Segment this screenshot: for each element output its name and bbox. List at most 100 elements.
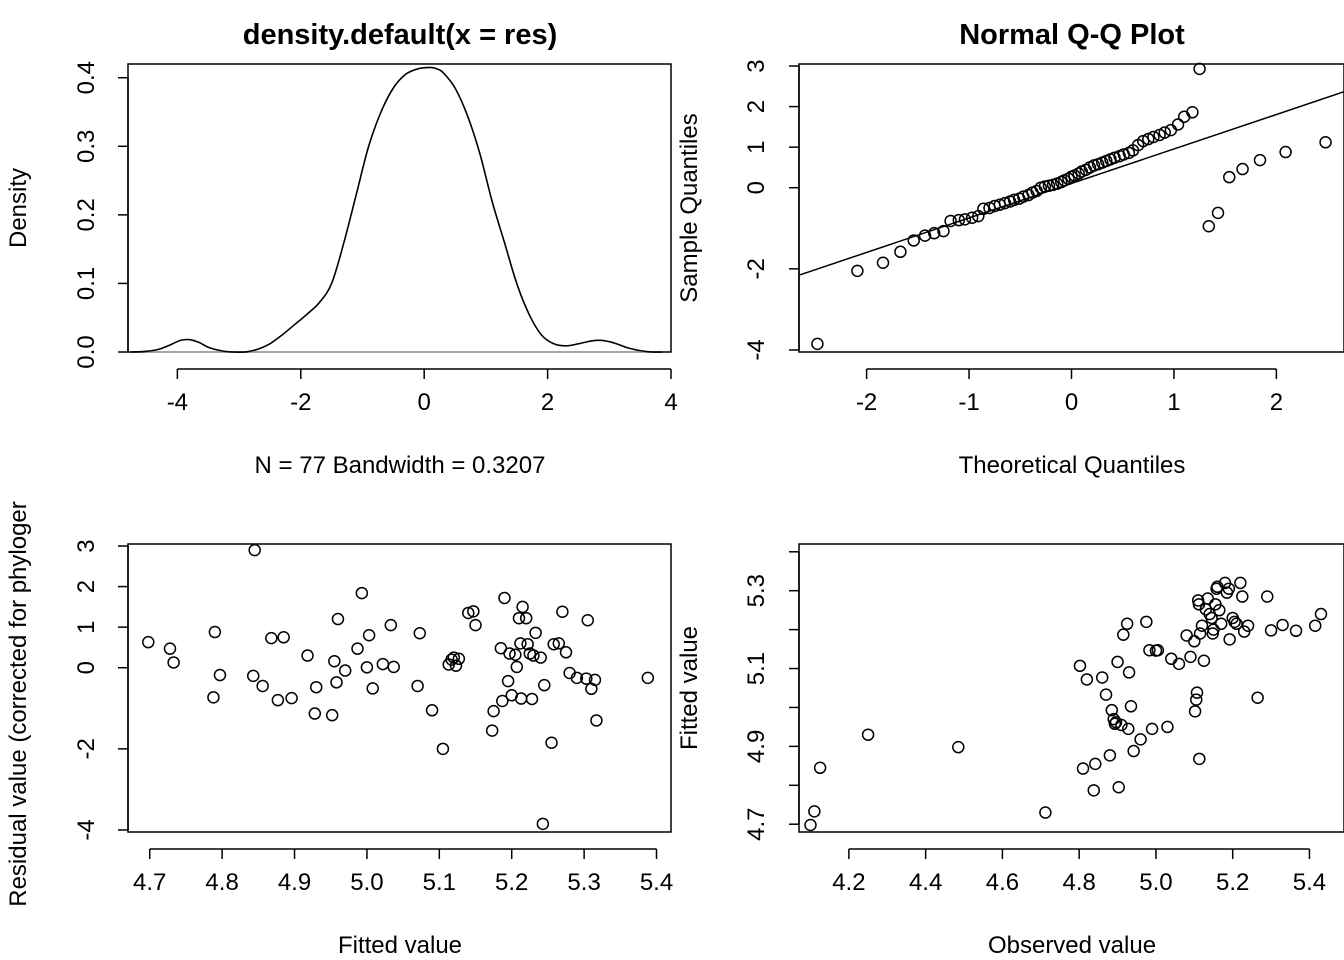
residual-point [256,679,269,693]
qq-point [1253,153,1267,167]
residual-y-tick-label: 3 [73,539,100,552]
obsfit-x-tick-label: 5.4 [1293,869,1326,896]
residual-y-tick-label: -2 [73,738,100,759]
residual-point [271,693,285,707]
obsfit-point [1161,720,1174,734]
obsfit-point [1188,635,1201,648]
obsfit-plot-frame [798,543,1344,833]
residual-point [309,680,323,694]
obsfit-point [1111,655,1124,669]
qq-y-label: Sample Quantiles [676,113,703,302]
density-y-tick-label: 0.3 [73,130,100,163]
obsfit-point [1276,618,1289,632]
qq-point [1211,206,1225,220]
residual-point [384,618,398,632]
residual-point [545,736,558,750]
residual-point [362,629,376,642]
obsfit-point [1234,576,1247,590]
obsfit-point [1143,643,1156,657]
residual-point [496,694,509,708]
residual-point [331,612,345,626]
qq-y-tick-label: 2 [743,100,770,113]
obsfit-y-tick-label: 5.1 [743,652,770,685]
density-x-tick-label: 4 [664,389,677,416]
density-x-tick-label: 2 [541,389,554,416]
obsfit-point [808,805,821,818]
residual-point [436,742,450,756]
obsfit-point [1120,617,1134,631]
qq-point [1147,130,1160,144]
residual-point [512,611,526,625]
residual-point [265,631,278,645]
residual-point [556,605,569,618]
residual-point [538,678,551,692]
density-curve [130,66,663,354]
residual-point [552,637,566,650]
obsfit-point [804,818,817,832]
obsfit-point [1205,611,1218,625]
obsfit-x-tick-label: 5.2 [1216,869,1249,896]
residual-point [527,649,540,662]
density-y-tick-label: 0.1 [73,267,100,300]
obsfit-point [1099,688,1113,701]
residual-point [285,691,298,705]
obsfit-y-tick-label: 4.7 [743,808,770,841]
residual-point [449,659,463,672]
residual-point [514,637,527,650]
residual-point [163,642,177,655]
residual-point [536,817,550,831]
residual-point [325,708,339,722]
qq-point [918,229,932,242]
qq-marks: -2 -1 0 1 2 -4 -2 0 1 2 3 [743,59,1344,416]
residual-point [366,682,379,695]
residual-point [351,642,364,655]
residual-point [467,605,480,618]
qq-x-tick-label: 1 [1167,389,1180,416]
qq-point [1223,170,1236,184]
obsfit-x-label: Observed value [988,932,1156,959]
residual-x-tick-label: 5.3 [567,869,600,896]
residual-point [387,660,400,674]
density-marks: -4 -2 0 2 4 0.0 0.1 0.2 0.3 0.4 [73,61,678,416]
obsfit-point [1260,590,1274,603]
residual-point [487,704,500,718]
obsfit-point [1197,654,1211,668]
obsfit-point [1230,617,1243,631]
obsfit-y-tick-label: 5.3 [743,574,770,607]
residual-y-tick-label: 1 [73,620,100,633]
qq-x-tick-label: -2 [856,389,877,416]
residual-point [521,637,534,651]
obsfit-point [1103,749,1117,762]
obsfit-point [1122,666,1136,679]
qq-point [907,234,920,247]
obsfit-point [1214,617,1228,631]
obsfit-x-tick-label: 4.8 [1062,869,1095,896]
qq-point [958,213,972,226]
residual-point [277,631,290,644]
qq-point [1171,118,1185,131]
obsfit-point [1189,693,1203,706]
obsfit-point [1151,643,1165,657]
qq-title: Normal Q-Q Plot [959,19,1185,51]
obsfit-point [1308,619,1322,632]
residual-point [452,652,466,666]
density-y-label: Density [5,168,32,248]
obsfit-point [1134,733,1147,746]
obsfit-point [1236,590,1249,603]
density-panel: density.default(x = res) N = 77 Bandwidt… [5,19,678,479]
obsfit-point [1184,650,1197,664]
obsfit-point [1264,624,1278,637]
qq-point [1279,145,1292,159]
residual-point [330,676,343,689]
residual-point [447,651,461,664]
residual-point [534,651,547,664]
qq-point [952,213,966,227]
residual-point [547,637,560,651]
residual-x-tick-label: 4.8 [205,869,238,896]
qq-point [937,224,950,238]
obsfit-point [1180,629,1193,642]
obsfit-x-tick-label: 4.2 [832,869,865,896]
obsfit-x-tick-label: 5.0 [1139,869,1172,896]
qq-plot-frame [798,63,1344,353]
